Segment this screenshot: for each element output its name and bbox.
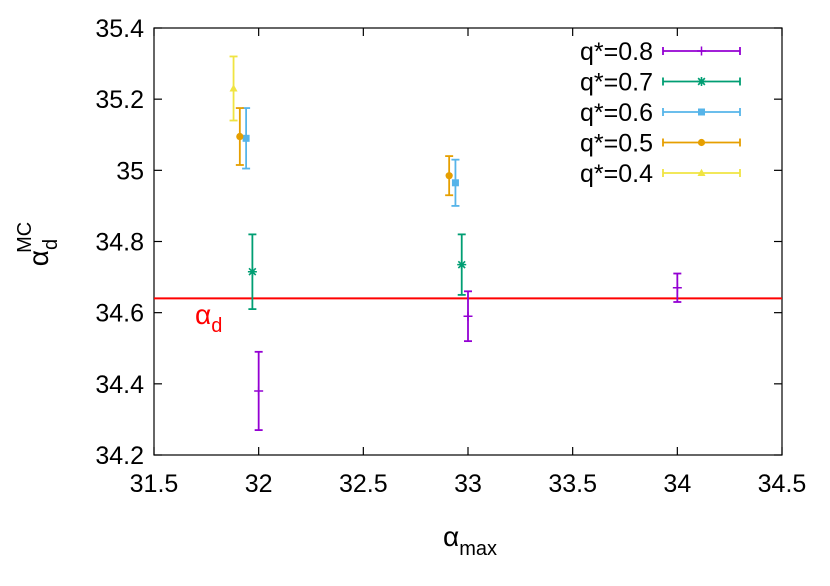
y-tick-label: 35.2 [95, 86, 144, 114]
legend-marker [697, 168, 706, 176]
x-tick-label: 33 [454, 470, 482, 498]
plot-frame [153, 27, 783, 456]
y-tick-label: 34.8 [95, 229, 144, 257]
data-point [247, 233, 257, 311]
y-tick-label: 34.6 [95, 300, 144, 328]
x-axis-label-symbol: α [443, 521, 459, 552]
x-tick-label: 32.5 [339, 470, 388, 498]
series-q*=0.8 [254, 272, 682, 431]
x-axis-label: αmax [443, 521, 497, 560]
legend-label: q*=0.6 [580, 99, 653, 127]
point-marker [672, 283, 682, 293]
point-marker [242, 134, 250, 142]
x-tick-label: 31.5 [130, 470, 179, 498]
data-point [451, 158, 460, 207]
x-axis-label-subscript: max [459, 538, 497, 560]
y-axis-label-subscript: d [40, 239, 62, 250]
y-axis-label: αd MC [14, 222, 62, 266]
point-marker [463, 311, 473, 321]
reference-line-label: αd [195, 299, 222, 337]
y-tick-label: 34.4 [95, 371, 144, 399]
series-q*=0.4 [229, 55, 238, 122]
series-q*=0.5 [235, 107, 454, 197]
point-marker [236, 132, 244, 141]
x-tick-label: 32 [245, 470, 273, 498]
legend-marker [698, 108, 705, 116]
point-marker [247, 267, 257, 277]
y-tick-label: 34.2 [95, 442, 144, 470]
data-point [463, 290, 473, 343]
legend-entry: q*=0.4 [580, 160, 741, 188]
point-marker [445, 172, 453, 180]
point-marker [229, 84, 238, 92]
legend-entry: q*=0.7 [580, 69, 741, 97]
data-point [254, 350, 264, 431]
legend-entry: q*=0.5 [580, 130, 741, 158]
legend-entry: q*=0.6 [580, 99, 741, 127]
data-point [457, 233, 467, 296]
x-tick-label: 34 [663, 470, 691, 498]
legend-label: q*=0.4 [580, 160, 653, 188]
data-point [242, 107, 251, 170]
reference-line-label-symbol: α [195, 299, 211, 330]
x-tick-label: 34.5 [758, 470, 807, 498]
data-point [229, 55, 238, 122]
point-marker [451, 179, 459, 187]
point-marker [254, 386, 264, 396]
y-tick-label: 35.4 [95, 15, 144, 43]
data-point [235, 107, 244, 166]
point-marker [457, 260, 467, 270]
legend-entry: q*=0.8 [580, 38, 741, 66]
data-point [445, 155, 454, 197]
legend-marker [697, 138, 706, 147]
y-tick-label: 35 [116, 157, 144, 185]
y-axis-label-superscript: MC [14, 222, 36, 253]
legend-label: q*=0.5 [580, 130, 653, 158]
series-q*=0.6 [242, 107, 460, 207]
legend-marker [697, 77, 706, 86]
x-tick-label: 33.5 [548, 470, 597, 498]
legend-label: q*=0.8 [580, 38, 653, 66]
y-axis-label-symbol: α [23, 250, 54, 266]
legend-marker [697, 46, 706, 56]
reference-line-label-subscript: d [211, 315, 222, 337]
data-point [672, 272, 682, 303]
series-q*=0.7 [247, 233, 467, 311]
legend-label: q*=0.7 [580, 69, 653, 97]
